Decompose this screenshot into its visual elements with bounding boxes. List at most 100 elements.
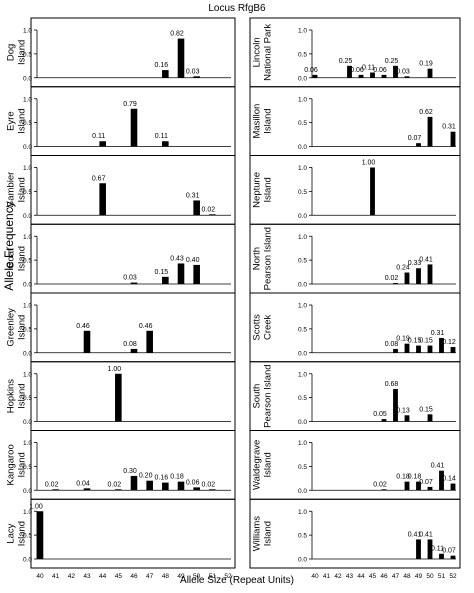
bar-46: [381, 489, 387, 491]
bar-label: 0.30: [123, 468, 137, 475]
bar-label: 0.62: [419, 109, 433, 116]
bar-47: [146, 480, 153, 491]
bar-50: [193, 487, 200, 491]
bar-46: [130, 348, 138, 353]
x-tick-label: 40: [36, 573, 44, 580]
x-tick-label: 50: [193, 573, 201, 580]
panel-name-line: Gambier: [6, 172, 17, 208]
bar-43: [83, 330, 91, 353]
y-tick-label: 1.0: [23, 303, 32, 310]
x-tick-label: 43: [346, 573, 354, 580]
panel-name: GambierIsland: [6, 172, 28, 208]
y-tick-label: 0.0: [23, 488, 32, 495]
figure-title: Locus RfgB6: [208, 3, 266, 14]
panel-name-line: Hopkins: [6, 379, 17, 414]
x-tick-label: 47: [146, 573, 154, 580]
bar-label: 0.11: [431, 546, 444, 553]
y-tick-label: 0.0: [298, 75, 307, 82]
panel-name: GoatIsland: [6, 246, 28, 271]
y-tick-label: 0.5: [23, 258, 32, 265]
bar-label: 0.04: [76, 480, 90, 487]
y-tick-label: 0.0: [298, 144, 307, 151]
bar-label: 0.06: [304, 67, 318, 74]
bar-label: 0.18: [170, 474, 184, 481]
y-tick-label: 0.5: [298, 189, 307, 196]
y-tick-label: 0.5: [298, 533, 307, 540]
panel-eyre-island: 0.0 0.5 1.0 EyreIsland 0.11 0.79 0.11: [6, 86, 236, 156]
bar-47: [393, 389, 398, 422]
bar-48: [162, 276, 169, 284]
bar-49: [416, 345, 421, 353]
x-tick-label: 43: [83, 573, 91, 580]
bar-47: [393, 283, 398, 284]
bar-48: [404, 343, 410, 353]
bar-label: 0.15: [419, 338, 433, 345]
bar-label: 0.11: [362, 64, 375, 71]
bar-52: [450, 555, 456, 559]
panel-name-line: Island: [17, 383, 28, 408]
panel-name: LacyIsland: [6, 521, 28, 546]
bar-label: 0.31: [442, 124, 456, 131]
x-tick-label: 48: [162, 573, 170, 580]
bar-49: [416, 143, 421, 147]
bar-label: 0.06: [186, 479, 200, 486]
y-tick-label: 1.0: [298, 509, 307, 516]
bar-label: 0.41: [408, 531, 422, 538]
bar-45: [370, 72, 375, 78]
bar-50: [427, 345, 433, 353]
bar-45: [370, 167, 375, 216]
panel-name: DogIsland: [6, 40, 28, 65]
bar-44: [99, 141, 106, 147]
y-tick-label: 1.0: [298, 28, 307, 35]
y-tick-label: 0.0: [23, 282, 32, 289]
bar-48: [404, 272, 410, 284]
bar-label: 0.79: [123, 101, 137, 108]
bar-label: 0.31: [431, 330, 445, 337]
x-tick-label: 49: [177, 573, 185, 580]
bar-45: [115, 489, 122, 491]
bar-label: 0.20: [139, 473, 153, 480]
panel-waldegrave-island: 0.00.51.0WaldegraveIsland0.020.180.180.0…: [249, 430, 461, 500]
panel-name-line: Eyre: [6, 111, 17, 131]
panel-williams-island: 0.0 0.5 1.0 WilliamsIsland 0.410.41 0.110.07: [249, 498, 461, 569]
bar-46: [381, 74, 387, 78]
panel-frame: [30, 17, 236, 88]
bar-50: [427, 486, 433, 491]
y-tick-label: 0.0: [23, 419, 32, 426]
y-tick-label: 0.0: [298, 213, 307, 220]
x-tick-label: 42: [68, 573, 76, 580]
panel-name-line: Creek: [263, 314, 274, 340]
x-tick-label: 45: [369, 573, 377, 580]
y-tick-label: 0.0: [23, 75, 32, 82]
y-tick-label: 1.0: [23, 96, 32, 103]
x-tick-label: 45: [115, 573, 123, 580]
bar-50: [427, 414, 433, 422]
small-multiples: 0.00.51.0DogIsland0.160.820.030.00.51.0E…: [6, 17, 461, 580]
panel-name-line: Williams: [252, 516, 263, 552]
bar-label: 0.41: [431, 463, 445, 470]
bar-52: [450, 347, 456, 353]
panel-name-line: South: [252, 384, 263, 409]
panel-name-line: Island: [17, 108, 28, 133]
y-tick-label: 0.0: [23, 557, 32, 564]
panel-name-line: Greenley: [6, 308, 17, 347]
bar-label: 0.67: [92, 175, 106, 182]
bar-label: 0.46: [76, 323, 90, 330]
bar-40: [36, 511, 44, 559]
panel-name: NorthPearson Island: [252, 227, 274, 290]
panel-name: HopkinsIsland: [6, 379, 28, 414]
bar-label: 0.33: [408, 260, 422, 267]
y-tick-label: 0.5: [23, 189, 32, 196]
panel-name-line: National Park: [263, 24, 274, 81]
x-tick-label: 40: [311, 573, 319, 580]
y-tick-label: 0.0: [298, 488, 307, 495]
bar-50: [427, 539, 433, 559]
bar-label: 0.15: [419, 406, 433, 413]
bar-43: [347, 65, 352, 78]
bar-49: [177, 38, 185, 78]
x-tick-label: 46: [130, 573, 138, 580]
bar-50: [427, 264, 433, 284]
